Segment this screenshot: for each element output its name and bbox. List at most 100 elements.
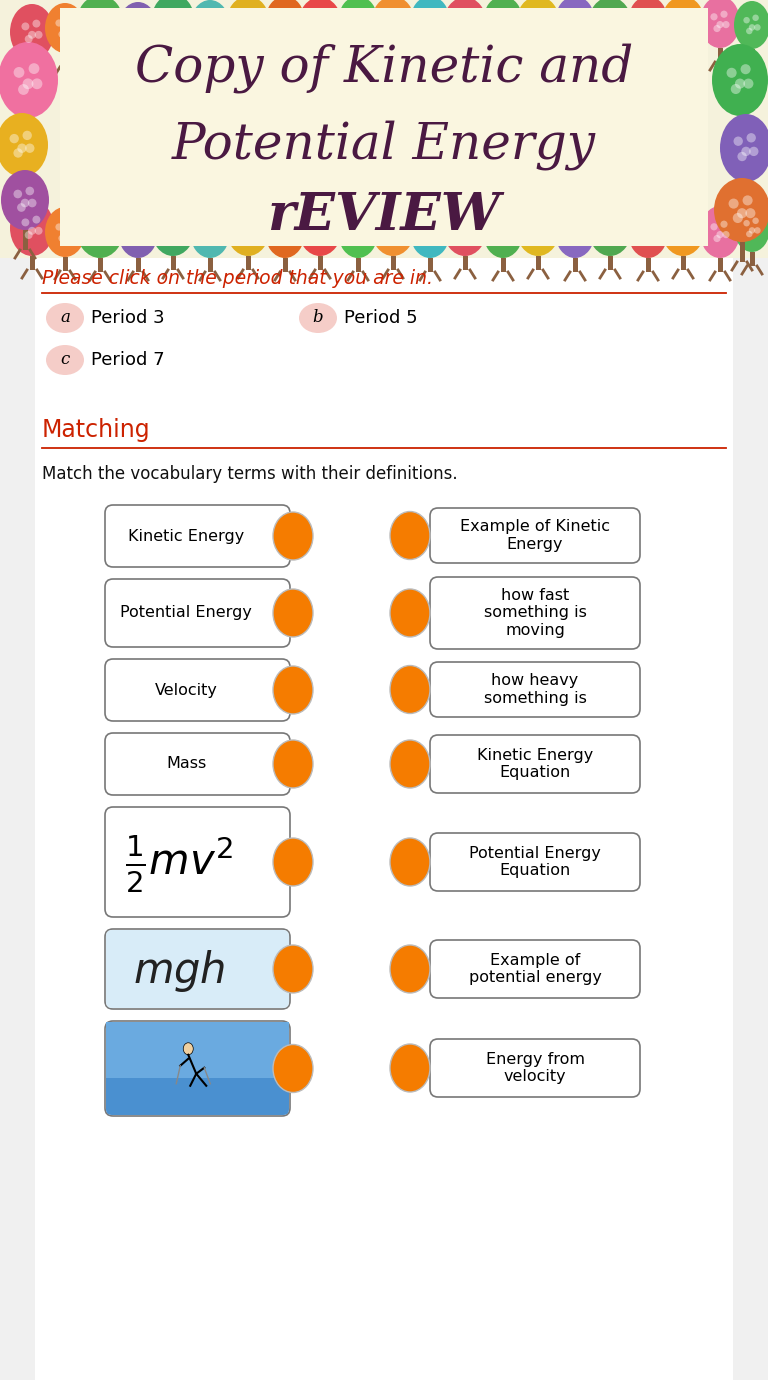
Ellipse shape (310, 15, 317, 23)
Ellipse shape (496, 25, 504, 32)
Text: Period 5: Period 5 (344, 309, 418, 327)
Ellipse shape (737, 152, 746, 161)
FancyBboxPatch shape (430, 940, 640, 998)
Ellipse shape (603, 230, 611, 239)
Ellipse shape (28, 63, 39, 75)
Ellipse shape (286, 221, 293, 228)
Ellipse shape (265, 0, 305, 48)
Ellipse shape (313, 28, 321, 36)
Ellipse shape (684, 11, 691, 19)
Bar (98, 55, 102, 69)
Ellipse shape (141, 230, 147, 239)
FancyBboxPatch shape (105, 733, 290, 795)
Bar (750, 253, 754, 266)
Ellipse shape (68, 230, 74, 239)
Ellipse shape (410, 206, 450, 258)
Ellipse shape (575, 11, 583, 18)
Ellipse shape (278, 235, 286, 242)
Ellipse shape (226, 200, 270, 257)
Ellipse shape (733, 137, 743, 146)
Ellipse shape (628, 206, 668, 258)
Ellipse shape (25, 186, 34, 196)
Ellipse shape (360, 230, 368, 239)
Ellipse shape (273, 945, 313, 994)
Ellipse shape (200, 224, 207, 230)
Ellipse shape (432, 230, 439, 239)
Ellipse shape (13, 148, 23, 157)
Ellipse shape (371, 200, 415, 257)
Ellipse shape (299, 304, 337, 333)
Ellipse shape (320, 215, 329, 224)
Ellipse shape (250, 226, 259, 235)
Bar (501, 258, 505, 272)
Ellipse shape (423, 235, 431, 242)
Ellipse shape (396, 226, 403, 235)
Ellipse shape (22, 218, 29, 226)
Ellipse shape (134, 230, 141, 239)
Ellipse shape (673, 218, 680, 226)
Bar (207, 52, 213, 66)
Ellipse shape (710, 14, 717, 21)
Ellipse shape (320, 12, 329, 21)
Text: Match the vocabulary terms with their definitions.: Match the vocabulary terms with their de… (42, 465, 458, 483)
Ellipse shape (686, 23, 694, 30)
Bar (535, 257, 541, 270)
Ellipse shape (14, 68, 25, 77)
Ellipse shape (237, 14, 245, 22)
Ellipse shape (28, 199, 37, 207)
Ellipse shape (45, 3, 85, 52)
Ellipse shape (166, 230, 174, 239)
Ellipse shape (65, 221, 73, 228)
Ellipse shape (138, 221, 146, 228)
Ellipse shape (55, 224, 63, 230)
Ellipse shape (250, 23, 259, 30)
Bar (717, 258, 723, 272)
FancyBboxPatch shape (430, 1039, 640, 1097)
Ellipse shape (281, 21, 289, 28)
Bar (135, 54, 141, 68)
Ellipse shape (611, 12, 618, 21)
Ellipse shape (538, 215, 546, 224)
Ellipse shape (733, 213, 743, 224)
Ellipse shape (240, 28, 249, 34)
Ellipse shape (628, 0, 668, 48)
Ellipse shape (298, 200, 342, 257)
Ellipse shape (734, 204, 768, 253)
Ellipse shape (28, 30, 36, 39)
Ellipse shape (717, 230, 723, 239)
Ellipse shape (505, 21, 512, 28)
Ellipse shape (483, 206, 523, 258)
Ellipse shape (749, 228, 755, 233)
Ellipse shape (430, 11, 438, 18)
Ellipse shape (184, 1043, 194, 1054)
Bar (680, 52, 686, 66)
Ellipse shape (754, 228, 760, 233)
Ellipse shape (534, 226, 542, 235)
FancyBboxPatch shape (105, 929, 290, 1009)
Ellipse shape (731, 84, 741, 94)
Text: a: a (60, 309, 70, 327)
Ellipse shape (713, 235, 720, 242)
Ellipse shape (349, 14, 356, 21)
Bar (317, 52, 323, 68)
Ellipse shape (190, 0, 230, 52)
Ellipse shape (661, 200, 705, 257)
Ellipse shape (65, 17, 73, 23)
Ellipse shape (676, 230, 684, 239)
Ellipse shape (737, 208, 747, 218)
Bar (62, 257, 68, 270)
Ellipse shape (118, 1, 158, 54)
Ellipse shape (410, 0, 450, 48)
Ellipse shape (735, 79, 745, 88)
Ellipse shape (503, 221, 511, 228)
Ellipse shape (420, 224, 428, 230)
Ellipse shape (14, 189, 22, 199)
Ellipse shape (118, 206, 158, 258)
Ellipse shape (103, 226, 111, 236)
Ellipse shape (727, 68, 737, 77)
Ellipse shape (58, 235, 65, 242)
Ellipse shape (432, 21, 439, 28)
Text: Example of
potential energy: Example of potential energy (468, 952, 601, 985)
Ellipse shape (281, 230, 289, 239)
Ellipse shape (316, 23, 324, 32)
